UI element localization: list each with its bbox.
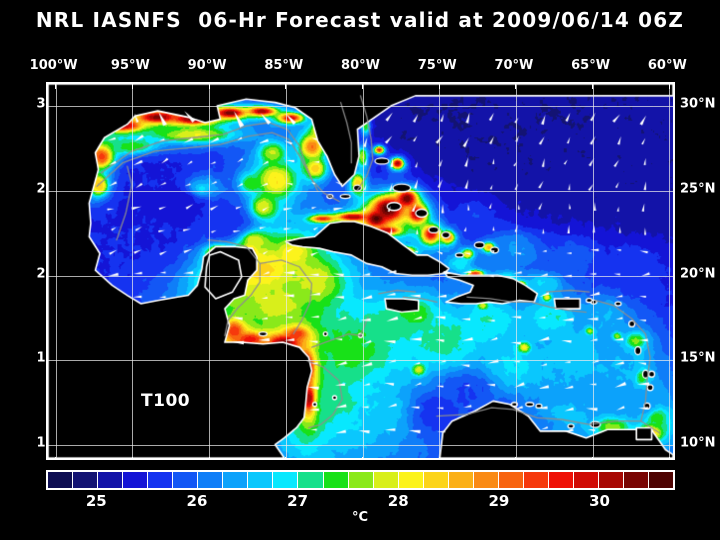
axis-tick [515, 84, 517, 89]
axis-tick [285, 457, 287, 458]
axis-tick [438, 84, 440, 89]
axis-tick [438, 457, 440, 458]
colorbar-tick-label: 27 [287, 492, 309, 510]
colorbar-cell [123, 472, 149, 488]
gridline-meridian [515, 84, 517, 458]
axis-tick [515, 457, 517, 458]
colorbar-cell [448, 472, 474, 488]
lon-tick-label: 80°W [341, 58, 380, 73]
colorbar-cell [599, 472, 625, 488]
sst-field [48, 84, 673, 458]
colorbar-cell [173, 472, 199, 488]
axis-tick [208, 457, 210, 458]
lat-tick-label-right: 25°N [680, 181, 716, 197]
colorbar-tick-label: 29 [488, 492, 510, 510]
lon-tick-label: 75°W [417, 58, 457, 73]
colorbar-cell [473, 472, 499, 488]
axis-tick [131, 457, 133, 458]
axis-tick [592, 84, 594, 89]
field-label: T100 [141, 390, 191, 411]
lon-tick-label: 95°W [110, 58, 150, 73]
colorbar-cell [73, 472, 99, 488]
gridline-meridian [439, 84, 441, 458]
colorbar-cell [498, 472, 524, 488]
gridline-parallel [48, 360, 673, 362]
colorbar-cell [273, 472, 299, 488]
map-plot-area[interactable]: T100 [46, 82, 675, 460]
gridline-parallel [48, 106, 673, 108]
axis-tick [285, 84, 287, 89]
colorbar-cell [649, 472, 674, 488]
gridline-parallel [48, 445, 673, 447]
axis-tick [55, 457, 57, 458]
colorbar-tick-label: 26 [186, 492, 208, 510]
lat-tick-label-right: 10°N [680, 435, 716, 451]
lon-tick-label: 70°W [494, 58, 534, 73]
colorbar-cell [148, 472, 174, 488]
colorbar[interactable] [46, 470, 675, 490]
colorbar-cell [573, 472, 600, 488]
figure-title: NRL IASNFS 06-Hr Forecast valid at 2009/… [35, 8, 685, 32]
gridline-meridian [285, 84, 287, 458]
lat-tick-label-right: 15°N [680, 350, 716, 366]
gridline-meridian [592, 84, 594, 458]
colorbar-tick-label: 30 [589, 492, 610, 510]
lon-tick-label: 100°W [29, 58, 78, 73]
axis-tick [362, 84, 363, 89]
colorbar-cell [198, 472, 224, 488]
axis-tick [668, 84, 670, 89]
colorbar-cell [523, 472, 549, 488]
colorbar-cell [373, 472, 399, 488]
axis-tick [208, 84, 210, 89]
axis-tick [592, 457, 594, 458]
colorbar-cell [248, 472, 274, 488]
gridline-meridian [55, 84, 57, 458]
axis-tick [55, 84, 57, 89]
colorbar-cell [323, 472, 349, 488]
colorbar-tick-label: 25 [85, 492, 107, 510]
colorbar-units-label: °C [351, 510, 369, 525]
gridline-meridian [132, 84, 134, 458]
colorbar-cell [298, 472, 324, 488]
axis-tick [131, 84, 133, 89]
colorbar-cell [48, 472, 74, 488]
colorbar-cell [423, 472, 449, 488]
lon-tick-label: 85°W [264, 58, 304, 73]
colorbar-cell [624, 472, 650, 488]
gridline-meridian [362, 84, 364, 458]
gridline-parallel [48, 275, 673, 277]
lat-tick-label-right: 20°N [680, 266, 716, 282]
colorbar-cell [548, 472, 574, 488]
colorbar-cell [223, 472, 249, 488]
axis-tick [362, 457, 363, 458]
colorbar-cell [348, 472, 374, 488]
lon-tick-label: 65°W [571, 58, 611, 73]
temperature-heatmap-canvas [48, 84, 673, 458]
gridline-meridian [209, 84, 211, 458]
colorbar-tick-label: 28 [387, 492, 409, 510]
gridline-meridian [669, 84, 671, 458]
axis-tick [668, 457, 670, 458]
lon-tick-label: 90°W [187, 58, 227, 73]
lon-tick-label: 60°W [647, 58, 687, 73]
lat-tick-label-right: 30°N [680, 96, 716, 112]
colorbar-cell [98, 472, 124, 488]
colorbar-cell [398, 472, 424, 488]
gridline-parallel [48, 190, 673, 192]
